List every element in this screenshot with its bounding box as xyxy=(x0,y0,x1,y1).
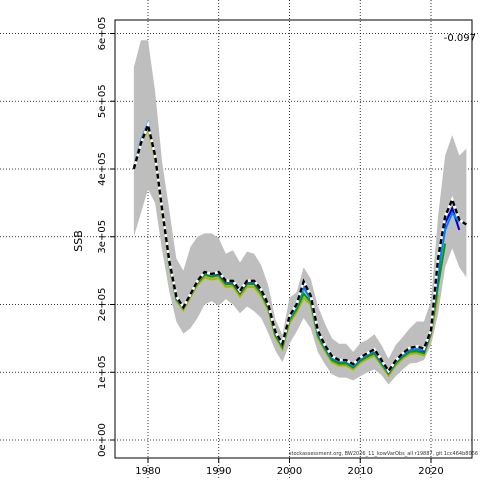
y-tick-label-3: 3e+05 xyxy=(97,220,108,254)
confidence-band-area xyxy=(133,40,467,385)
y-tick-label-4: 4e+05 xyxy=(97,152,108,186)
y-tick-label-2: 2e+05 xyxy=(97,288,108,322)
y-tick-label-6: 6e+05 xyxy=(97,17,108,51)
series-line-0 xyxy=(132,120,468,374)
series-lines xyxy=(132,119,468,378)
y-tick-label-1: 1e+05 xyxy=(97,355,108,389)
series-line-4 xyxy=(132,126,440,378)
y-axis-label: SSB xyxy=(72,230,85,252)
y-tick-label-5: 5e+05 xyxy=(97,84,108,118)
x-tick-label-1: 1990 xyxy=(206,466,231,477)
footer-credit: stockassessment.org, BW2026_11_kowVarObs… xyxy=(289,451,478,457)
y-axis: 0e+00 1e+05 2e+05 3e+05 4e+05 5e+05 6e+05 xyxy=(97,17,115,457)
x-tick-label-3: 2010 xyxy=(348,466,373,477)
x-tick-label-0: 1980 xyxy=(135,466,160,477)
correlation-annotation: -0.097 xyxy=(444,33,476,44)
plot-frame xyxy=(114,19,473,459)
x-tick-label-2: 2000 xyxy=(277,466,302,477)
x-tick-label-4: 2020 xyxy=(418,466,443,477)
y-tick-label-0: 0e+00 xyxy=(97,423,108,457)
confidence-band xyxy=(133,40,467,385)
x-axis: 1980 1990 2000 2010 2020 xyxy=(135,458,444,477)
